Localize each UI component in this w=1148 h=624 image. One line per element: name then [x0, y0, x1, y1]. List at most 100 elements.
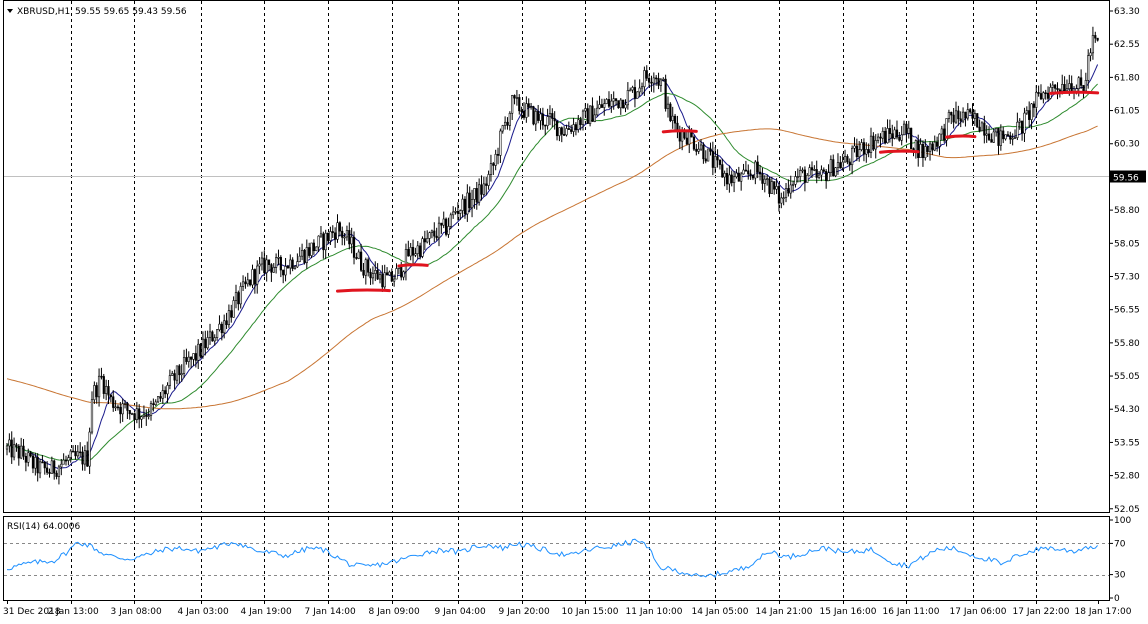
candle-body [650, 81, 653, 84]
candle-body [730, 174, 733, 183]
candle-body [388, 271, 391, 276]
candle-body [178, 365, 181, 376]
candle-body [884, 130, 887, 144]
candle-body [591, 105, 594, 122]
candle-body [787, 188, 790, 194]
candle-body [487, 174, 490, 186]
candle-body [433, 230, 436, 237]
support-annotation [661, 129, 698, 134]
candle-body [688, 131, 691, 145]
rsi-tick-label: 70 [1114, 539, 1126, 549]
candle-body [374, 270, 377, 274]
rsi-tick-label: 30 [1114, 571, 1126, 581]
candle-body [367, 259, 370, 273]
candle-body [721, 164, 724, 178]
candle-body [31, 455, 35, 469]
candle-body [324, 232, 327, 251]
candle-body [36, 457, 39, 474]
x-tick-label: 4 Jan 03:00 [178, 607, 230, 617]
candle-body [749, 173, 752, 176]
rsi-tick-label: 100 [1114, 516, 1131, 526]
x-tick-label: 31 Dec 2018 [3, 607, 61, 617]
candle-body [338, 222, 341, 232]
candle-body [112, 396, 115, 408]
candle-body [518, 97, 521, 112]
candle-body [371, 273, 375, 279]
candle-body [46, 467, 49, 473]
candle-body [534, 111, 537, 125]
candle-body [270, 264, 273, 273]
candle-body [888, 128, 891, 134]
ma-line [6, 125, 1098, 410]
candle-body [976, 113, 979, 128]
candle-body [251, 269, 254, 286]
y-tick-label: 56.55 [1114, 306, 1140, 316]
candle-body [1004, 134, 1007, 140]
candle-body [636, 91, 639, 99]
candle-body [1013, 137, 1017, 139]
candle-body [496, 153, 500, 156]
candle-body [711, 151, 714, 168]
candle-body [1094, 35, 1097, 39]
candle-body [758, 171, 762, 175]
candle-body [1080, 77, 1083, 86]
candle-body [1084, 80, 1087, 92]
vertical-grid [71, 1, 1037, 600]
candle-body [1077, 77, 1080, 89]
candle-body [53, 460, 56, 474]
candle-body [829, 159, 832, 173]
candle-body [995, 127, 998, 133]
candle-body [1028, 110, 1031, 120]
candle-body [671, 115, 674, 121]
candle-body [855, 145, 858, 158]
candle-body [761, 173, 764, 184]
candle-body [192, 353, 195, 360]
candle-body [289, 259, 292, 269]
candle-body [612, 98, 615, 102]
candle-body [440, 222, 443, 226]
dropdown-triangle-icon[interactable] [7, 9, 13, 13]
candle-body [1037, 92, 1040, 94]
candle-body [256, 265, 259, 285]
candle-body [742, 169, 745, 175]
candle-body [315, 246, 318, 252]
candle-body [740, 173, 743, 182]
candle-body [43, 461, 46, 469]
candle-body [305, 247, 308, 263]
candle-body [813, 169, 816, 171]
candle-body [237, 292, 240, 305]
candle-body [220, 323, 223, 334]
price-panel [4, 26, 1109, 485]
candle-body [5, 445, 9, 450]
candle-body [544, 124, 547, 127]
candle-body [666, 103, 670, 109]
candle-body [961, 111, 965, 122]
candle-body [1046, 92, 1050, 99]
candle-body [345, 230, 349, 238]
candle-body [69, 450, 72, 458]
candle-body [194, 353, 197, 361]
candle-body [737, 172, 740, 182]
candle-body [626, 90, 629, 106]
candle-body [204, 338, 207, 349]
candle-body [858, 149, 861, 158]
candle-body [128, 410, 131, 415]
candle-body [631, 87, 634, 91]
candle-body [574, 124, 578, 130]
candle-body [983, 122, 986, 136]
candle-body [808, 167, 811, 176]
candle-body [865, 149, 868, 155]
candle-body [867, 149, 870, 154]
candle-body [267, 259, 271, 265]
candle-body [851, 147, 854, 166]
candle-body [116, 406, 120, 409]
candle-body [936, 141, 939, 147]
x-tick-label: 8 Jan 09:00 [369, 607, 421, 617]
candle-body [381, 274, 384, 288]
candle-body [853, 145, 856, 149]
candle-body [131, 413, 134, 415]
candle-body [629, 89, 632, 92]
candle-body [732, 176, 736, 183]
